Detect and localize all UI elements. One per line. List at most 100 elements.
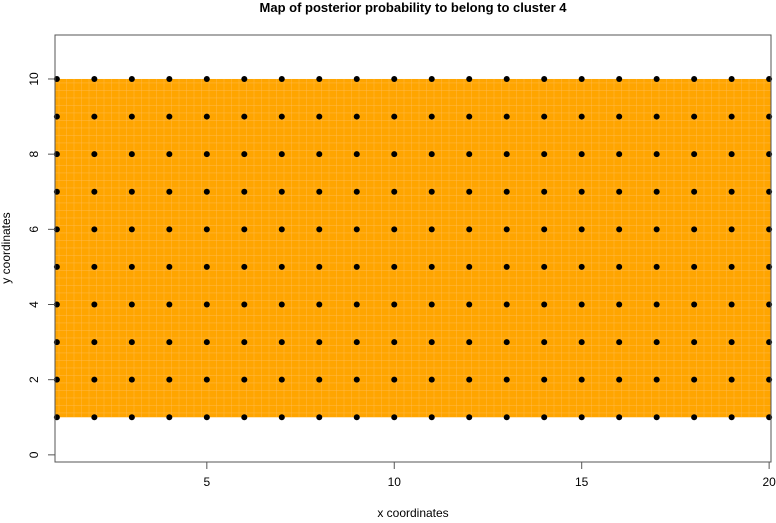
data-point — [503, 113, 510, 120]
data-point — [91, 263, 98, 270]
x-tick-label: 20 — [762, 475, 776, 489]
data-point — [278, 263, 285, 270]
data-point — [166, 151, 173, 158]
data-point — [428, 113, 435, 120]
data-point — [391, 75, 398, 82]
data-point — [241, 263, 248, 270]
data-point — [128, 151, 135, 158]
data-point — [691, 414, 698, 421]
data-point — [428, 301, 435, 308]
data-point — [391, 151, 398, 158]
data-point — [91, 113, 98, 120]
data-point — [128, 263, 135, 270]
data-point — [691, 339, 698, 346]
data-point — [503, 151, 510, 158]
data-point — [466, 75, 473, 82]
data-point — [616, 151, 623, 158]
data-point — [316, 414, 323, 421]
data-point — [128, 113, 135, 120]
data-point — [653, 226, 660, 233]
data-point — [203, 376, 210, 383]
y-tick-label: 2 — [27, 376, 41, 383]
data-point — [616, 226, 623, 233]
data-point — [466, 226, 473, 233]
data-point — [241, 414, 248, 421]
data-point — [653, 113, 660, 120]
x-axis-label: x coordinates — [377, 506, 448, 518]
data-point — [466, 301, 473, 308]
data-point — [353, 301, 360, 308]
data-point — [128, 75, 135, 82]
data-point — [503, 188, 510, 195]
data-point — [578, 151, 585, 158]
data-point — [728, 75, 735, 82]
data-point — [541, 226, 548, 233]
y-axis-label: y coordinates — [0, 212, 13, 283]
data-point — [353, 151, 360, 158]
data-point — [391, 226, 398, 233]
data-point — [691, 113, 698, 120]
data-point — [128, 414, 135, 421]
data-point — [278, 301, 285, 308]
data-point — [241, 188, 248, 195]
data-point — [578, 376, 585, 383]
data-point — [353, 376, 360, 383]
data-point — [578, 188, 585, 195]
data-point — [541, 263, 548, 270]
data-point — [241, 301, 248, 308]
data-point — [428, 414, 435, 421]
data-point — [166, 75, 173, 82]
data-point — [466, 263, 473, 270]
data-point — [653, 188, 660, 195]
data-point — [428, 151, 435, 158]
data-point — [728, 226, 735, 233]
data-point — [91, 151, 98, 158]
data-point — [428, 226, 435, 233]
data-point — [503, 263, 510, 270]
data-point — [203, 151, 210, 158]
x-tick-label: 10 — [388, 475, 402, 489]
data-point — [316, 339, 323, 346]
data-point — [428, 263, 435, 270]
points — [53, 75, 773, 421]
data-point — [91, 75, 98, 82]
data-point — [316, 301, 323, 308]
data-point — [728, 376, 735, 383]
data-point — [91, 188, 98, 195]
data-point — [353, 339, 360, 346]
data-point — [653, 263, 660, 270]
data-point — [653, 301, 660, 308]
data-point — [503, 339, 510, 346]
data-point — [241, 226, 248, 233]
data-point — [353, 113, 360, 120]
data-point — [91, 376, 98, 383]
probability-fill — [55, 78, 771, 418]
data-point — [203, 339, 210, 346]
data-point — [541, 188, 548, 195]
data-point — [316, 226, 323, 233]
data-point — [166, 226, 173, 233]
data-point — [578, 414, 585, 421]
data-point — [578, 113, 585, 120]
data-point — [316, 151, 323, 158]
data-point — [278, 339, 285, 346]
data-point — [241, 376, 248, 383]
x-tick-label: 5 — [203, 475, 210, 489]
data-point — [653, 414, 660, 421]
data-point — [616, 414, 623, 421]
x-axis: 5 10 15 20 — [203, 462, 776, 489]
data-point — [128, 339, 135, 346]
data-point — [166, 414, 173, 421]
data-point — [166, 376, 173, 383]
data-point — [391, 113, 398, 120]
data-point — [203, 188, 210, 195]
data-point — [466, 113, 473, 120]
data-point — [91, 414, 98, 421]
data-point — [466, 376, 473, 383]
data-point — [578, 301, 585, 308]
data-point — [691, 188, 698, 195]
data-point — [203, 113, 210, 120]
y-tick-label: 0 — [27, 451, 41, 458]
data-point — [728, 414, 735, 421]
data-point — [503, 226, 510, 233]
